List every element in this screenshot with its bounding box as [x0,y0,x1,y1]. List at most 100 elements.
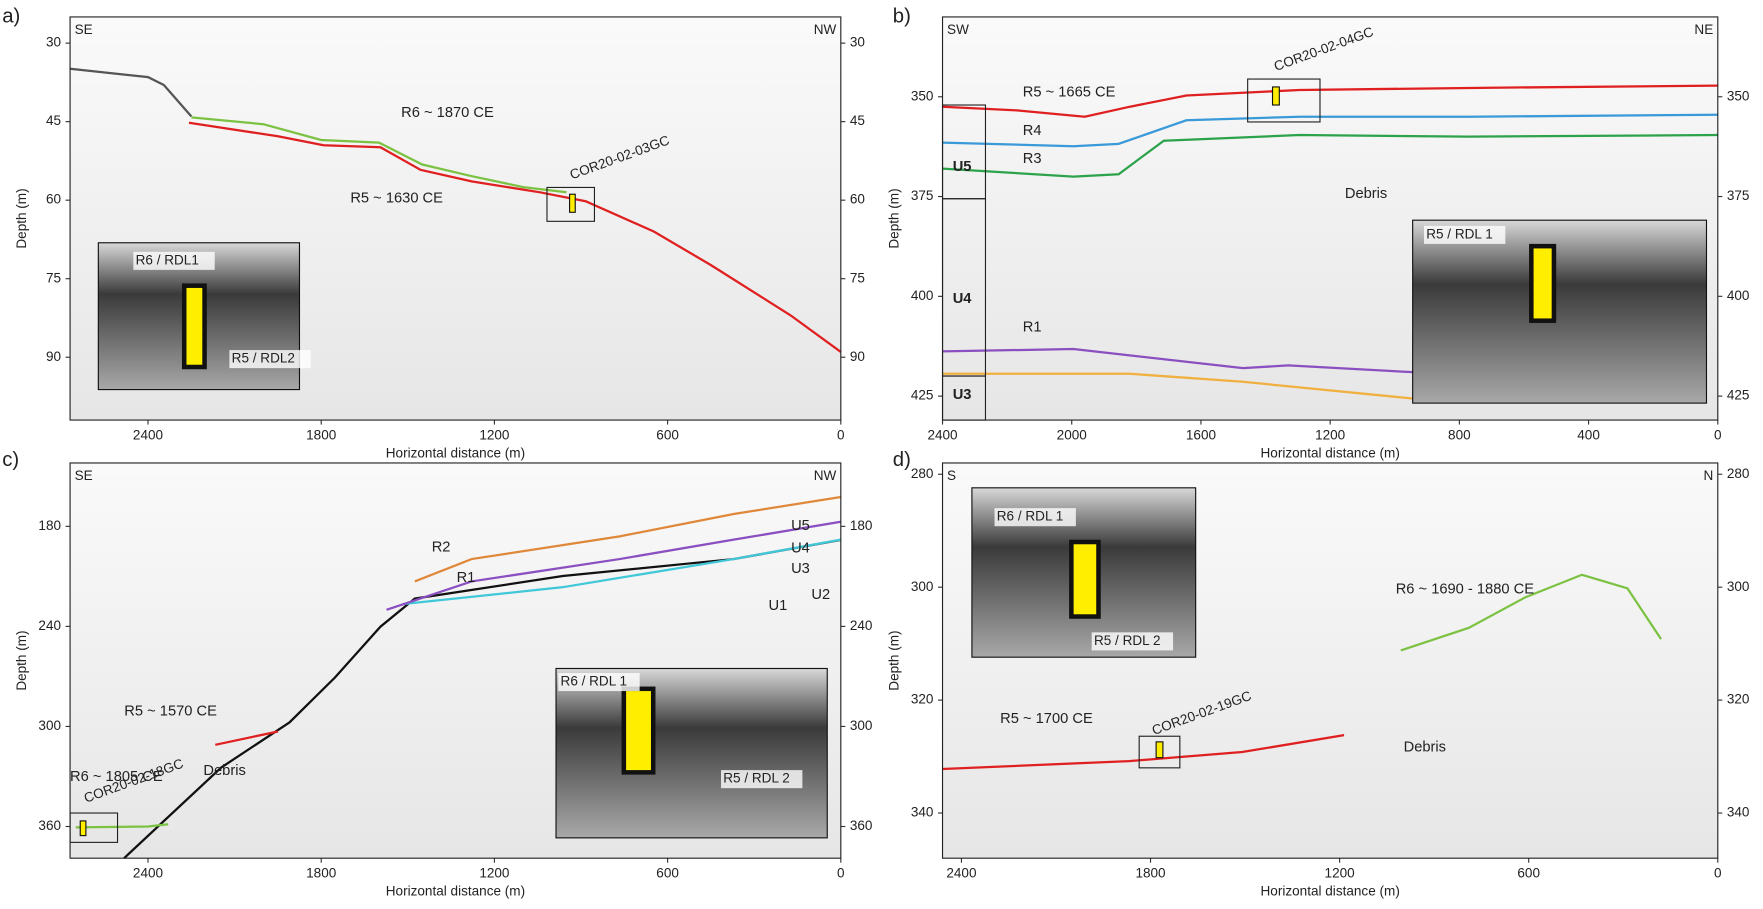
annotation: U1 [768,598,787,614]
inset-label: R5 / RDL 1 [1426,226,1493,241]
horizon-label: R5 ~ 1700 CE [1000,711,1093,727]
x-tick-label: 1600 [1186,427,1216,442]
x-tick-label: 2400 [946,866,976,881]
annotation: U5 [953,159,972,175]
x-tick-label: 0 [1714,427,1722,442]
inset-core [1069,539,1101,619]
panel: c) SE NW Horizontal distance (m) Depth (m) 24… [2,449,872,899]
y-tick-label: 300 [850,718,873,733]
inset-label-bg [1091,632,1174,651]
x-tick-label: 0 [837,427,845,442]
inset-label-bg [558,672,640,692]
inset-label: R5 / RDL2 [232,351,295,366]
y-tick-label: 375 [1727,188,1750,203]
y-tick-label: 300 [38,718,61,733]
horizon-line [942,733,1345,771]
x-axis-label: Horizontal distance (m) [1260,884,1399,899]
inset [1412,219,1708,404]
x-tick-label: 1200 [479,427,509,442]
y-tick-label: 400 [1727,288,1750,303]
horizon-label: R3 [1023,151,1042,167]
annotation: U3 [791,561,810,577]
horizon-line [942,347,1413,374]
x-tick-label: 1800 [1135,866,1165,881]
annotation: Debris [203,763,245,779]
y-tick-label: 320 [911,692,934,707]
y-tick-label: 60 [46,192,61,207]
core-marker [569,193,576,213]
inset-label-bg [994,508,1076,527]
horizon-line [403,538,842,606]
y-tick-label: 90 [46,349,61,364]
core-box [546,186,596,222]
direction-label: NW [814,22,837,37]
y-tick-label: 340 [1727,805,1750,820]
horizon-line [191,116,567,194]
x-tick-label: 1200 [479,866,509,881]
core-box [1247,78,1321,123]
horizon-label: R4 [1023,123,1042,139]
horizon-line [942,84,1718,118]
x-axis-label: Horizontal distance (m) [386,884,525,899]
inset-label: R5 / RDL 2 [723,771,790,786]
x-tick-label: 1200 [1315,427,1345,442]
y-tick-label: 360 [38,818,61,833]
y-tick-label: 375 [911,188,934,203]
plot-frame [69,462,842,859]
x-tick-label: 600 [1517,866,1540,881]
x-tick-label: 0 [837,866,845,881]
horizon-line [123,538,842,860]
annotation: Debris [1404,739,1446,755]
y-tick-label: 45 [850,113,865,128]
y-tick-label: 400 [911,288,934,303]
y-tick-label: 350 [1727,88,1750,103]
inset-core [621,686,656,775]
plot-frame [941,462,1719,859]
y-tick-label: 425 [1727,388,1750,403]
y-tick-label: 45 [46,113,61,128]
y-tick-label: 180 [850,518,873,533]
y-tick-label: 425 [911,388,934,403]
inset-label-bg [229,350,311,369]
inset-core [1529,243,1557,323]
horizon-label: R6 ~ 1805 CE [70,769,163,785]
y-tick-label: 240 [850,618,873,633]
inset-label: R6 / RDL1 [136,252,199,267]
y-tick-label: 90 [850,349,865,364]
panel-label: c) [2,449,19,471]
annotation: U4 [791,541,810,557]
y-axis-label: Depth (m) [887,630,902,690]
horizon-line [215,730,279,746]
inset-label-bg [1423,225,1506,244]
y-tick-label: 320 [1727,692,1750,707]
x-tick-label: 600 [656,866,679,881]
y-tick-label: 240 [38,618,61,633]
core-marker [79,820,87,837]
panel-label: b) [893,5,911,27]
inset-label-bg [721,770,803,789]
annotation: U5 [791,518,810,534]
panel: a) SE NW Horizontal distance (m) Depth (m) 24… [2,5,865,460]
direction-label: S [947,468,956,483]
inset-core [181,283,207,370]
horizon-line [1400,573,1663,652]
x-axis-label: Horizontal distance (m) [1260,446,1399,461]
panel-label: d) [893,449,911,471]
horizon-line [414,495,841,583]
y-tick-label: 180 [38,518,61,533]
x-tick-label: 400 [1577,427,1600,442]
y-tick-label: 280 [1727,466,1750,481]
horizon-label: R6 ~ 1690 - 1880 CE [1396,581,1535,597]
y-tick-label: 350 [911,88,934,103]
horizon-label: R6 ~ 1870 CE [401,105,494,121]
x-tick-label: 800 [1448,427,1471,442]
x-tick-label: 1800 [306,427,336,442]
horizon-line [942,113,1718,148]
y-axis-label: Depth (m) [887,188,902,248]
core-box [1138,735,1181,769]
y-tick-label: 300 [911,579,934,594]
direction-label: SW [947,22,969,37]
horizon-label: R1 [457,570,476,586]
panel: b) SW NE Horizontal distance (m) Depth (m) 24… [887,5,1750,460]
